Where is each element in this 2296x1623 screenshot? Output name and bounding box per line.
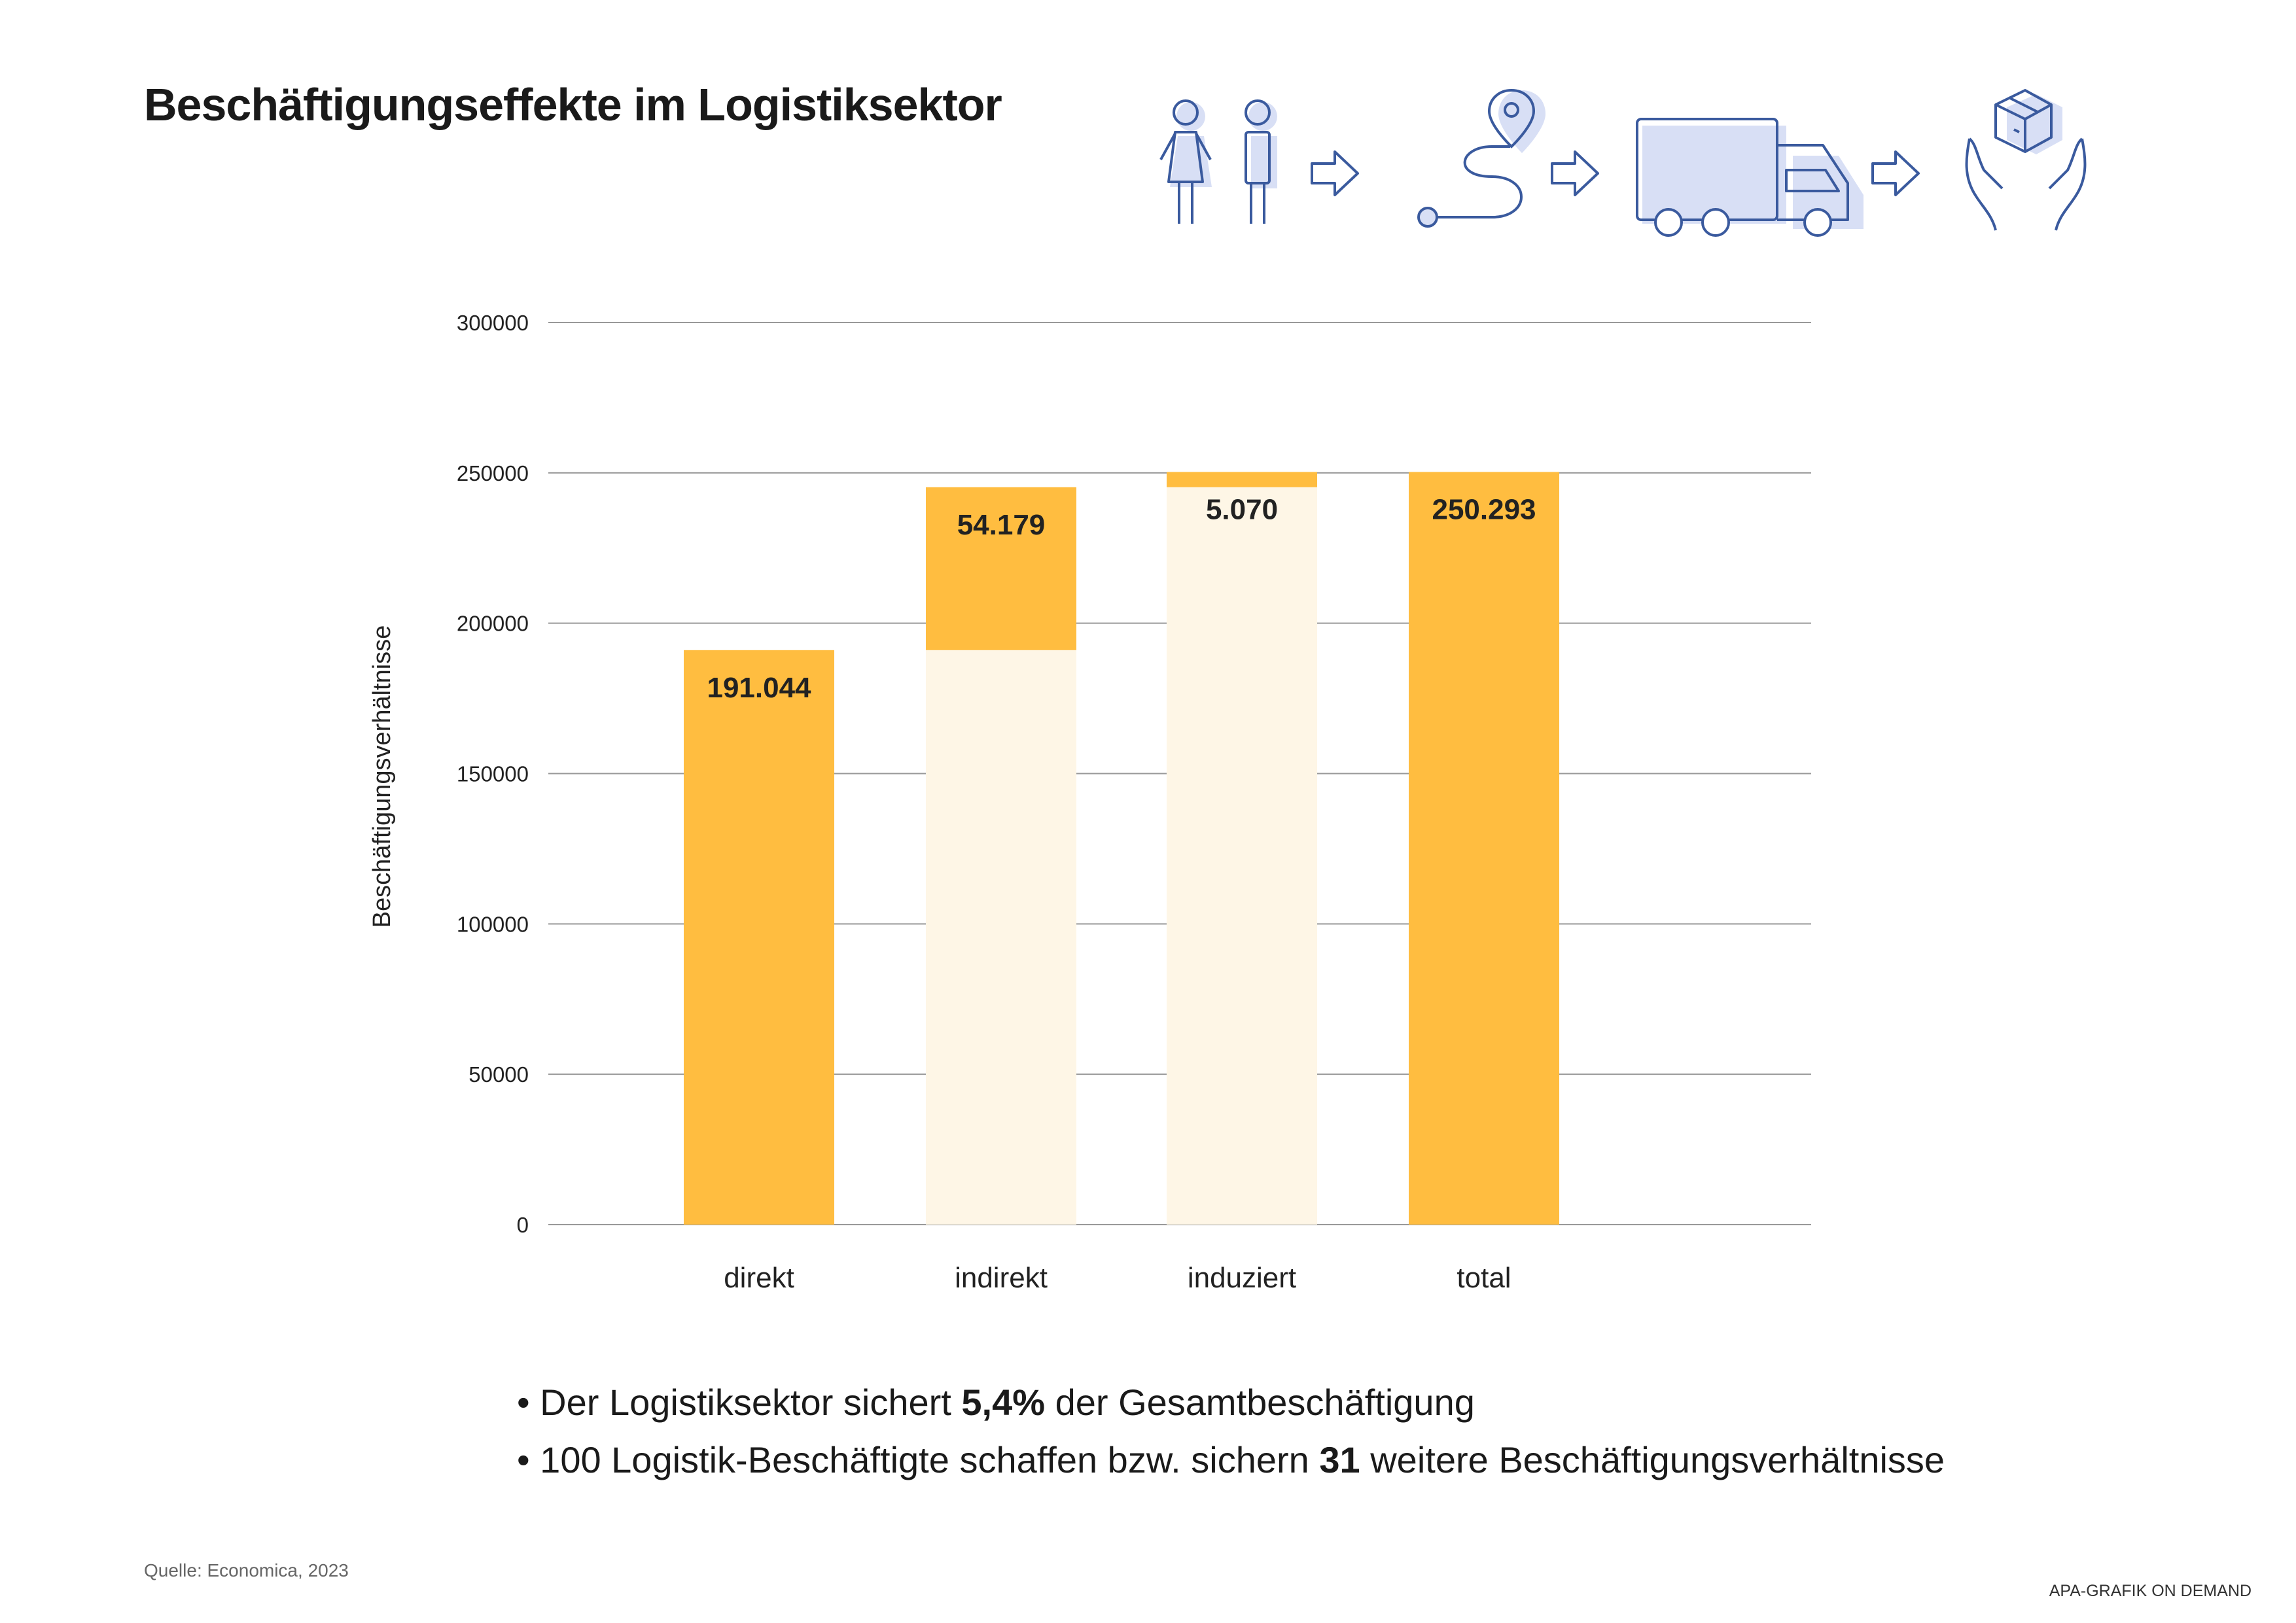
y-tick-label: 0 [517,1213,529,1237]
x-axis-categories: direkt indirekt induziert total [724,1262,1511,1294]
value-label: 54.179 [957,509,1046,541]
y-tick-label: 100000 [457,912,529,936]
credit-note: APA-GRAFIK ON DEMAND [2049,1582,2252,1600]
y-tick-label: 50000 [468,1062,529,1087]
y-tick-label: 250000 [457,461,529,485]
arrow-right-icon [1311,150,1359,196]
y-tick-label: 150000 [457,762,529,786]
truck-icon [1636,118,1863,237]
value-labels: 191.044 54.179 5.070 250.293 [707,493,1536,703]
bars [684,472,1559,1225]
y-axis-ticks: 0 50000 100000 150000 200000 250000 300000 [457,311,529,1237]
note-item: • 100 Logistik-Beschäftigte schaffen bzw… [517,1439,1945,1480]
bar-base [1167,487,1317,1225]
source-note: Quelle: Economica, 2023 [144,1560,349,1580]
y-tick-label: 300000 [457,311,529,335]
x-category-label: total [1457,1262,1511,1294]
bar [684,650,834,1225]
bar-base [926,650,1076,1225]
people-icon [1159,99,1277,224]
value-label: 191.044 [707,672,811,704]
y-axis-label: Beschäftigungsverhältnisse [368,625,396,928]
arrow-right-icon [1871,150,1920,196]
y-tick-label: 200000 [457,612,529,636]
bar [1409,472,1559,1225]
x-category-label: induziert [1188,1262,1296,1294]
hands-package-icon [1965,89,2087,231]
route-pin-icon [1417,88,1545,228]
chart-title: Beschäftigungseffekte im Logistiksektor [144,79,1002,130]
x-category-label: direkt [724,1262,794,1294]
process-icons [1159,88,2087,237]
notes: • Der Logistiksektor sichert 5,4% der Ge… [517,1374,1945,1489]
bar-chart: 0 50000 100000 150000 200000 250000 300000 191… [368,311,1811,1294]
arrow-right-icon [1551,150,1599,196]
x-category-label: indirekt [955,1262,1048,1294]
bar [1167,472,1317,487]
bar [926,487,1076,650]
note-item: • Der Logistiksektor sichert 5,4% der Ge… [517,1382,1475,1423]
value-label: 250.293 [1432,493,1536,525]
value-label: 5.070 [1206,493,1278,525]
